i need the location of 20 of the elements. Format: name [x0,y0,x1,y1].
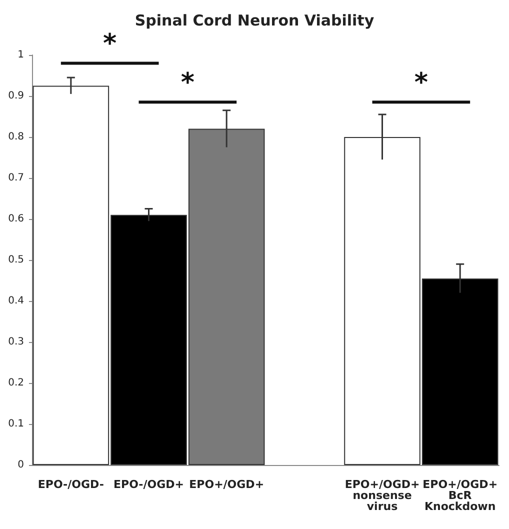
y-tick-label: 0.1 [8,418,24,430]
y-tick-label: 0.2 [8,378,24,388]
annotation: * [103,29,118,60]
y-tick-label: 0.7 [8,172,24,184]
x-tick-label: EPO-/OGD- [38,478,104,491]
y-tick-label: 0.6 [8,214,24,224]
x-tick-label: EPO+/OGD+ nonsense virus [344,478,420,513]
y-tick-label: 0.8 [8,132,24,142]
y-tick-label: 0.3 [8,336,24,348]
y-tick-label: 0.9 [8,90,24,102]
annotation: * [414,68,428,98]
x-tick-label: EPO+/OGD+ [189,478,264,491]
y-tick-label: 0.5 [8,254,24,266]
y-tick-label: 0 [18,460,24,470]
y-tick-label: 0.4 [8,296,24,306]
x-tick-label: EPO-/OGD+ [114,478,184,491]
chart-title: Spinal Cord Neuron Viability [134,12,374,30]
annotation: * [180,68,195,98]
y-tick-label: 1 [18,50,24,60]
x-tick-label: EPO+/OGD+ BcR Knockdown [422,478,498,513]
